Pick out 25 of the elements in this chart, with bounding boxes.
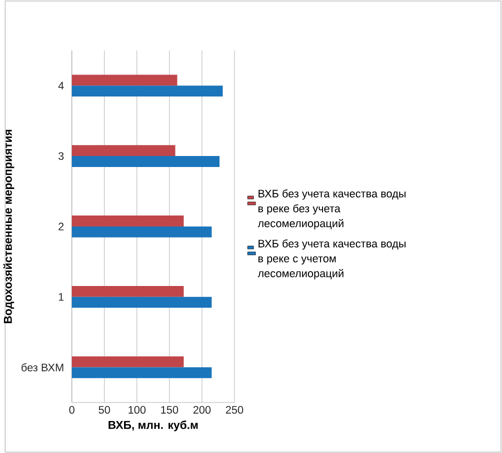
bar (72, 286, 184, 297)
bar (72, 74, 178, 86)
x-tick-label: 0 (69, 406, 74, 414)
x-tick-label: 250 (226, 406, 244, 414)
x-tick-label: 100 (128, 406, 146, 414)
y-tick-label: 2 (58, 222, 64, 230)
x-tick-label: 50 (98, 406, 110, 414)
bar (72, 215, 184, 226)
legend-label: ВХБ без учета качества воды в реке без учета лесомелиораций (258, 189, 406, 230)
bar (72, 156, 220, 167)
y-tick-label: 1 (58, 293, 64, 301)
y-axis-title: Водохозяйственные мероприятия (3, 130, 14, 324)
x-tick-label: 200 (193, 406, 211, 414)
y-tick-label: 4 (58, 82, 64, 90)
bar (72, 356, 184, 368)
x-tick-label: 150 (161, 406, 178, 414)
x-axis-title: ВХБ, млн. куб.м (108, 420, 198, 432)
bar (72, 367, 212, 378)
bar (72, 145, 176, 156)
bar (72, 226, 212, 238)
bar (72, 296, 212, 308)
legend-label: ВХБ без учета качества воды в реке с учетом лесомелиораций (258, 239, 406, 280)
y-tick-label: 3 (58, 152, 64, 160)
y-tick-label: без ВХМ (22, 363, 64, 372)
bar (72, 86, 223, 96)
